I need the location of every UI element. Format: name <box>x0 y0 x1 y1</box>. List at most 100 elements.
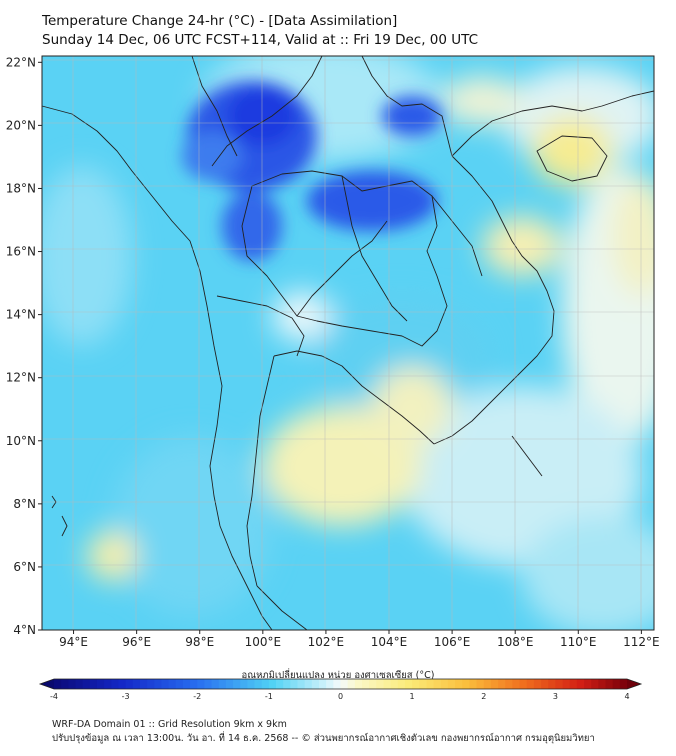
lat-tick-label: 8°N <box>13 497 36 511</box>
colorbar-cell <box>211 679 220 689</box>
colorbar-cell <box>498 679 506 689</box>
colorbar-cell <box>132 679 141 689</box>
colorbar: -4 -3 -2 -1 0 1 2 3 4 <box>38 678 643 701</box>
colorbar-cell <box>569 679 578 689</box>
colorbar-cell <box>519 679 528 689</box>
lat-tick-label: 14°N <box>6 308 36 322</box>
colorbar-cell <box>190 679 198 689</box>
colorbar-cell <box>254 679 263 689</box>
colorbar-cell <box>197 679 205 689</box>
colorbar-cell <box>354 679 363 689</box>
colorbar-tick-label: -2 <box>193 692 201 701</box>
lon-tick-label: 106°E <box>434 635 471 649</box>
colorbar-tick-label: -3 <box>122 692 130 701</box>
colorbar-cell <box>404 679 413 689</box>
colorbar-cell <box>483 679 492 689</box>
colorbar-cell <box>361 679 370 689</box>
colorbar-cell <box>455 679 463 689</box>
colorbar-cell <box>168 679 177 689</box>
lon-tick-label: 96°E <box>122 635 151 649</box>
colorbar-cell <box>104 679 112 689</box>
lon-tick-label: 94°E <box>59 635 88 649</box>
lat-tick-label: 16°N <box>6 245 36 259</box>
colorbar-cell <box>376 679 384 689</box>
colorbar-cell <box>61 679 69 689</box>
colorbar-cell <box>54 679 62 689</box>
colorbar-tick-label: 3 <box>553 692 558 701</box>
colorbar-cell <box>333 679 341 689</box>
colorbar-cell <box>118 679 127 689</box>
colorbar-cell <box>139 679 148 689</box>
colorbar-cell <box>326 679 334 689</box>
colorbar-cell <box>82 679 91 689</box>
colorbar-cell <box>297 679 306 689</box>
colorbar-cell <box>419 679 427 689</box>
lon-tick-label: 100°E <box>245 635 282 649</box>
colorbar-cell <box>512 679 520 689</box>
colorbar-tick-label: -4 <box>50 692 58 701</box>
colorbar-cell <box>182 679 191 689</box>
colorbar-cell <box>340 679 349 689</box>
temperature-map: 22°N 20°N 18°N 16°N 14°N 12°N 10°N 8°N 6°N 4°N 94… <box>6 55 660 649</box>
colorbar-cell <box>469 679 477 689</box>
colorbar-tick-label: 4 <box>624 692 629 701</box>
colorbar-cell <box>96 679 105 689</box>
map-frame <box>41 55 655 631</box>
lon-tick-label: 112°E <box>623 635 660 649</box>
colorbar-cell <box>526 679 535 689</box>
colorbar-cell <box>619 679 628 689</box>
colorbar-cell <box>240 679 248 689</box>
colorbar-title: อุณหภูมิเปลี่ยนแปลง หน่วย องศาเซลเซียส (… <box>241 670 435 681</box>
colorbar-cell <box>412 679 420 689</box>
colorbar-cell <box>319 679 327 689</box>
colorbar-cell <box>204 679 212 689</box>
colorbar-cell <box>591 679 599 689</box>
colorbar-tick-label: 2 <box>481 692 486 701</box>
colorbar-cell <box>283 679 291 689</box>
colorbar-cell <box>576 679 585 689</box>
longitude-axis: 94°E 96°E 98°E 100°E 102°E 104°E 106°E 108°E 110… <box>59 630 660 649</box>
colorbar-cell <box>612 679 621 689</box>
colorbar-cell <box>447 679 456 689</box>
title-line-2: Sunday 14 Dec, 06 UTC FCST+114, Valid at… <box>42 32 479 48</box>
colorbar-cell <box>147 679 155 689</box>
lon-tick-label: 110°E <box>560 635 597 649</box>
colorbar-cell <box>490 679 499 689</box>
colorbar-cell <box>225 679 234 689</box>
colorbar-cell <box>533 679 542 689</box>
footer-line-1: WRF-DA Domain 01 :: Grid Resolution 9km … <box>52 719 287 730</box>
lon-tick-label: 104°E <box>371 635 408 649</box>
colorbar-cell <box>383 679 392 689</box>
lat-tick-label: 20°N <box>6 118 36 132</box>
colorbar-cell <box>175 679 184 689</box>
colorbar-tick-label: -1 <box>265 692 273 701</box>
colorbar-cell <box>311 679 320 689</box>
coastlines-and-borders <box>41 55 655 631</box>
footer-line-2: ปรับปรุงข้อมูล ณ เวลา 13:00น. วัน อา. ที… <box>52 733 595 744</box>
colorbar-cell <box>562 679 571 689</box>
colorbar-tick-label: 0 <box>338 692 343 701</box>
lat-tick-label: 6°N <box>13 560 36 574</box>
colorbar-cell <box>154 679 162 689</box>
colorbar-cell <box>347 679 356 689</box>
colorbar-min-extension <box>40 679 54 689</box>
colorbar-cell <box>233 679 241 689</box>
lat-tick-label: 10°N <box>6 434 36 448</box>
colorbar-tick-label: 1 <box>410 692 415 701</box>
colorbar-cell <box>397 679 406 689</box>
colorbar-cell <box>440 679 449 689</box>
lat-tick-label: 18°N <box>6 181 36 195</box>
lat-tick-label: 12°N <box>6 371 36 385</box>
colorbar-cell <box>598 679 606 689</box>
colorbar-cell <box>111 679 119 689</box>
colorbar-ticks: -4 -3 -2 -1 0 1 2 3 4 <box>50 692 630 701</box>
lat-tick-label: 22°N <box>6 55 36 69</box>
colorbar-cell <box>261 679 270 689</box>
lon-tick-label: 108°E <box>497 635 534 649</box>
colorbar-cells <box>38 678 643 690</box>
colorbar-cell <box>89 679 98 689</box>
colorbar-cell <box>541 679 549 689</box>
colorbar-cell <box>555 679 563 689</box>
colorbar-cell <box>426 679 435 689</box>
lat-lon-grid <box>42 56 654 630</box>
